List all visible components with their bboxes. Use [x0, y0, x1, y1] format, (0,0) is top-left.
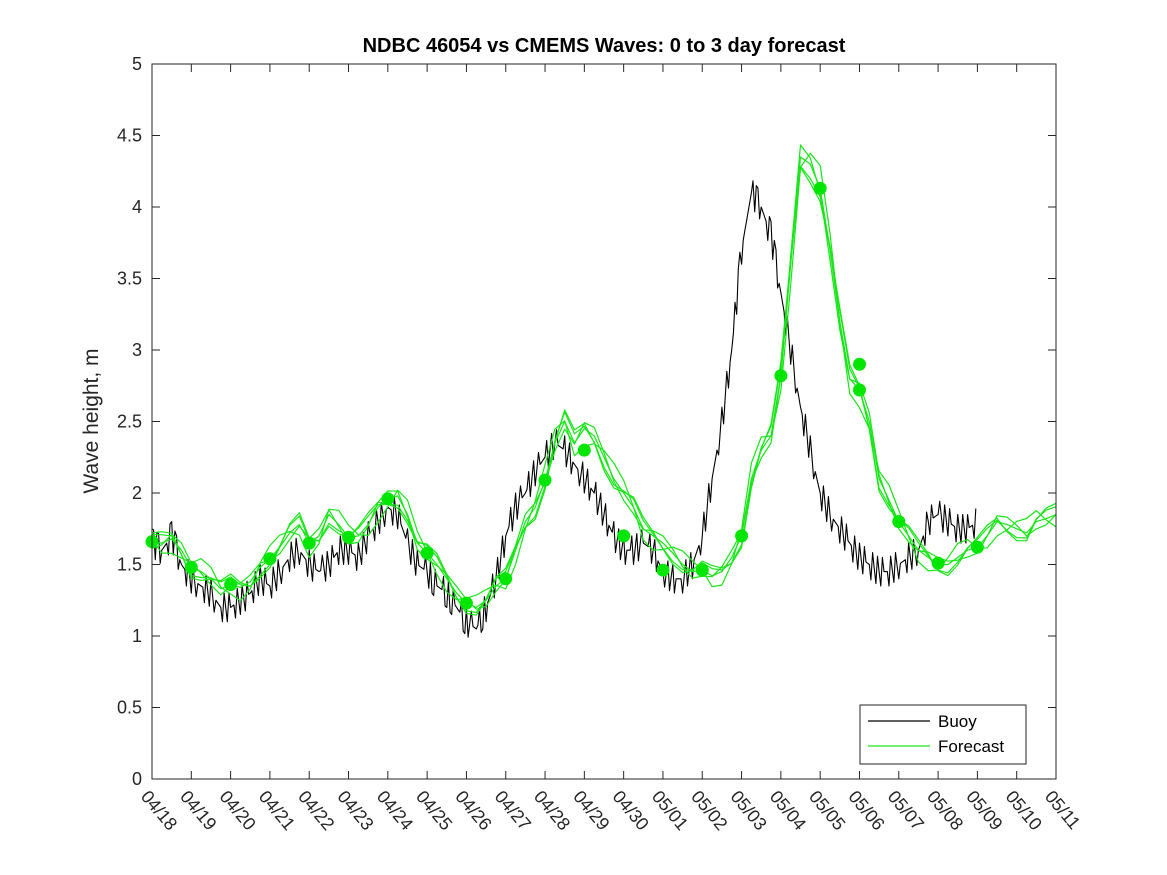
forecast-marker	[459, 596, 473, 610]
forecast-marker	[342, 530, 355, 544]
forecast-markers	[145, 181, 984, 610]
forecast-marker	[695, 563, 709, 577]
forecast-marker	[970, 540, 984, 554]
buoy-line	[151, 180, 977, 638]
forecast-line	[151, 144, 1057, 610]
axes-background	[152, 64, 1056, 779]
forecast-marker	[538, 473, 552, 487]
forecast-marker	[853, 383, 866, 397]
legend-label-forecast: Forecast	[938, 737, 1004, 756]
forecast-marker	[184, 560, 198, 574]
y-tick-label: 5	[132, 54, 142, 74]
forecast-line	[151, 152, 1057, 602]
y-axis: 0 0.5 1 1.5 2 2.5 3 3.5 4 4.5 5	[117, 54, 1056, 789]
plot-area	[145, 63, 1057, 780]
legend-label-buoy: Buoy	[938, 712, 977, 731]
y-tick-label: 1	[132, 626, 142, 646]
y-tick-label: 0	[132, 769, 142, 789]
forecast-marker	[617, 529, 631, 543]
y-tick-label: 4.5	[117, 126, 142, 146]
forecast-marker	[224, 578, 238, 591]
forecast-marker	[735, 529, 749, 543]
forecast-marker	[774, 369, 788, 383]
forecast-marker	[656, 563, 670, 577]
forecast-marker	[931, 556, 945, 570]
forecast-series	[151, 144, 1057, 616]
forecast-marker	[577, 443, 591, 457]
chart-title: NDBC 46054 vs CMEMS Waves: 0 to 3 day fo…	[363, 35, 846, 57]
forecast-marker	[302, 536, 316, 550]
y-tick-label: 2.5	[117, 412, 142, 432]
forecast-marker	[263, 552, 277, 566]
y-tick-label: 1.5	[117, 555, 142, 575]
legend-box	[859, 704, 1027, 765]
forecast-line	[151, 166, 1057, 616]
y-tick-label: 3.5	[117, 269, 142, 289]
forecast-marker	[381, 492, 395, 506]
y-axis-label: Wave height, m	[80, 348, 103, 493]
forecast-marker	[813, 181, 827, 195]
forecast-marker	[853, 357, 866, 371]
y-tick-label: 3	[132, 340, 142, 360]
forecast-marker	[499, 572, 513, 586]
y-tick-label: 4	[132, 197, 142, 217]
forecast-line	[151, 165, 1057, 614]
buoy-series	[151, 180, 977, 638]
forecast-marker	[420, 546, 434, 560]
y-tick-label: 0.5	[117, 698, 142, 718]
y-tick-label: 2	[132, 483, 142, 503]
legend: Buoy Forecast	[859, 704, 1027, 765]
forecast-marker	[892, 515, 906, 529]
